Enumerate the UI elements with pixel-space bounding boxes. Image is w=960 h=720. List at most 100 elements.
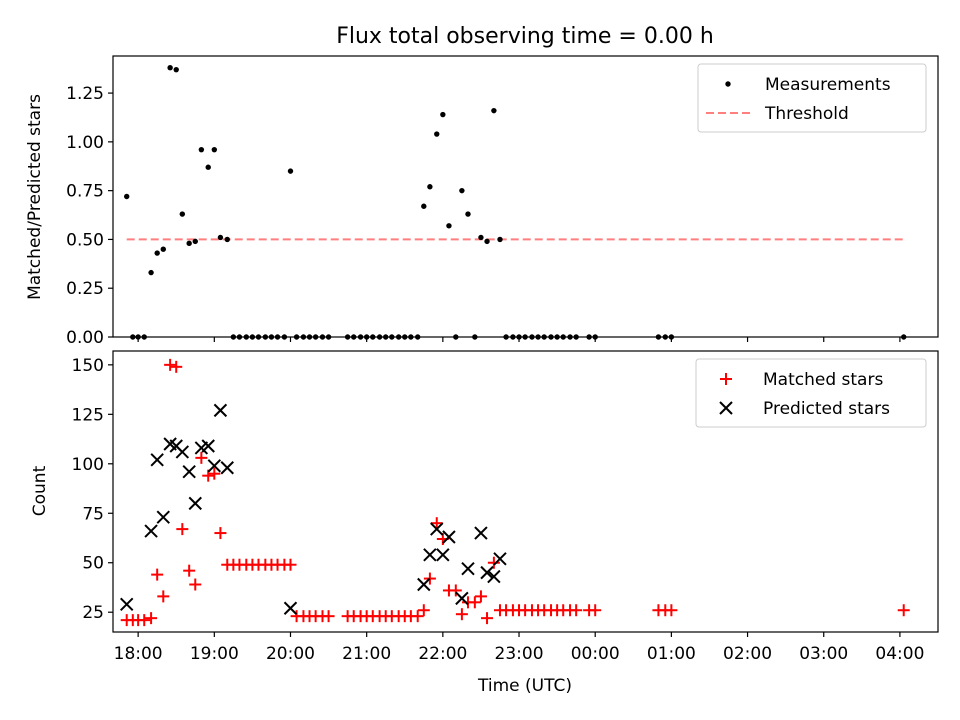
predicted-star-point	[201, 439, 215, 453]
bottom-x-tick-label: 19:00	[190, 644, 239, 664]
matched-star-point	[145, 612, 158, 625]
measurement-point	[124, 193, 130, 200]
measurement-point	[249, 334, 256, 340]
matched-star-point	[322, 610, 335, 623]
top-chart-title: Flux total observing time = 0.00 h	[336, 24, 714, 49]
measurement-point	[446, 223, 452, 229]
measurement-point	[186, 240, 192, 247]
matched-star-point	[411, 610, 424, 623]
legend-matched-label: Matched stars	[763, 370, 883, 390]
matched-star-point	[189, 578, 202, 591]
predicted-star-point	[455, 591, 469, 606]
measurement-point	[370, 334, 376, 340]
measurement-point	[255, 334, 262, 340]
measurement-point	[344, 334, 351, 340]
measurement-point	[522, 334, 528, 340]
measurement-point	[541, 334, 547, 340]
measurement-point	[510, 334, 516, 340]
bottom-x-tick-label: 22:00	[418, 644, 467, 664]
legend-threshold-label: Threshold	[764, 104, 849, 124]
matched-star-point	[589, 604, 602, 617]
measurement-point	[130, 334, 136, 340]
matched-star-point	[417, 604, 430, 617]
matched-star-point	[487, 556, 500, 569]
bottom-x-tick-label: 18:00	[114, 644, 163, 664]
top-legend: Measurements Threshold	[697, 63, 927, 133]
top-y-tick-label: 0.50	[66, 230, 104, 250]
measurement-point	[211, 146, 218, 153]
measurement-point	[586, 334, 592, 340]
matched-star-point	[481, 612, 494, 625]
bottom-x-tick-label: 04:00	[875, 644, 924, 664]
measurement-point	[293, 334, 300, 340]
measurement-point	[306, 334, 313, 340]
top-y-tick-label: 0.75	[66, 182, 104, 202]
top-y-tick-label: 1.25	[66, 84, 104, 104]
matched-star-point	[195, 451, 208, 464]
predicted-star-point	[207, 459, 222, 473]
matched-star-point	[665, 604, 678, 617]
measurement-point	[167, 65, 173, 71]
measurement-point	[554, 334, 560, 340]
measurement-point	[901, 334, 907, 340]
matched-star-point	[183, 564, 196, 577]
legend-predicted-marker	[719, 401, 733, 415]
predicted-star-point	[436, 548, 450, 562]
matched-star-point	[284, 558, 297, 571]
measurement-point	[503, 334, 509, 340]
measurement-point	[135, 334, 141, 340]
legend-predicted-label: Predicted stars	[763, 399, 890, 419]
predicted-star-point	[175, 445, 190, 459]
bottom-x-tick-label: 23:00	[495, 644, 544, 664]
legend-matched-marker	[720, 373, 732, 385]
measurement-point	[205, 164, 211, 170]
matched-star-point	[455, 608, 468, 621]
predicted-star-point	[213, 403, 228, 418]
measurement-point	[325, 334, 332, 340]
measurement-point	[173, 66, 179, 73]
bottom-x-tick-label: 03:00	[799, 644, 848, 664]
measurement-point	[351, 334, 357, 340]
measurement-point	[592, 334, 598, 340]
measurement-point	[300, 334, 307, 340]
measurement-point	[662, 334, 668, 340]
predicted-star-point	[144, 524, 158, 538]
measurement-point	[268, 334, 275, 340]
predicted-star-point	[150, 453, 164, 467]
matched-star-point	[423, 572, 436, 585]
measurement-point	[312, 334, 319, 340]
bottom-y-tick-label: 75	[82, 504, 104, 524]
measurement-point	[497, 236, 503, 243]
matched-star-point	[474, 590, 487, 603]
predicted-star-point	[182, 465, 196, 479]
measurement-point	[465, 211, 471, 217]
predicted-star-point	[188, 496, 202, 511]
predicted-star-point	[430, 522, 444, 536]
measurement-point	[567, 334, 573, 340]
bottom-axes-frame	[112, 350, 939, 633]
measurement-point	[472, 334, 478, 340]
predicted-star-point	[442, 530, 456, 544]
measurement-point	[224, 236, 230, 243]
measurement-point	[408, 334, 414, 340]
bottom-y-axis-label: Count	[30, 465, 50, 516]
matched-star-point	[157, 590, 170, 603]
measurement-point	[148, 269, 154, 276]
bottom-legend: Matched stars Predicted stars	[695, 358, 927, 428]
predicted-star-point	[423, 548, 437, 562]
bottom-x-tick-label: 02:00	[723, 644, 772, 664]
legend-measurements-marker	[725, 81, 731, 87]
matched-star-point	[208, 467, 221, 480]
measurement-point	[402, 334, 408, 340]
matched-star-point	[897, 604, 910, 617]
matched-star-point	[176, 523, 189, 536]
measurement-point	[535, 334, 541, 340]
predicted-star-point	[480, 565, 494, 580]
measurement-point	[548, 334, 554, 340]
measurement-point	[262, 334, 269, 340]
bottom-x-tick-label: 21:00	[342, 644, 391, 664]
measurement-point	[243, 334, 250, 340]
matched-star-point	[170, 360, 183, 373]
bottom-x-axis-label: Time (UTC)	[477, 676, 572, 696]
measurement-point	[217, 234, 224, 241]
